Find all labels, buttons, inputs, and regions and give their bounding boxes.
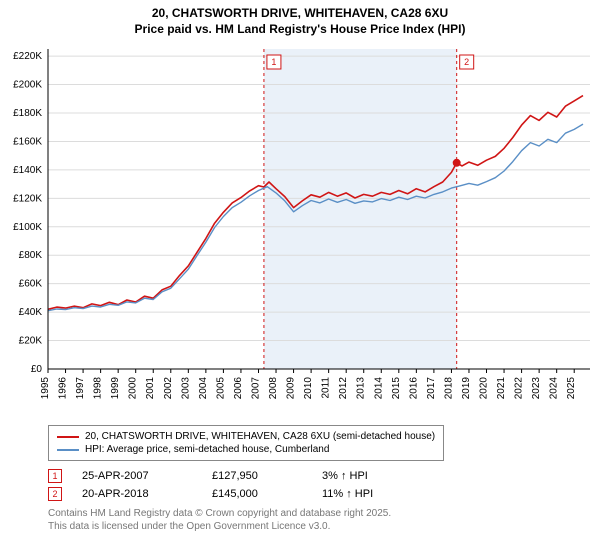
svg-text:2022: 2022 xyxy=(514,377,525,400)
svg-text:2002: 2002 xyxy=(163,377,174,400)
svg-text:1997: 1997 xyxy=(75,377,86,400)
svg-text:1996: 1996 xyxy=(58,377,69,400)
sale-markers-table: 1 25-APR-2007£127,9503% ↑ HPI 2 20-APR-2018… xyxy=(48,469,600,501)
svg-text:2013: 2013 xyxy=(356,377,367,400)
svg-text:2025: 2025 xyxy=(566,377,577,400)
svg-text:2009: 2009 xyxy=(286,377,297,400)
svg-text:1995: 1995 xyxy=(40,377,51,400)
chart-area: £0 £20K £40K £60K £80K £100K £120K £140K £160K £1… xyxy=(0,39,600,419)
svg-text:£140K: £140K xyxy=(13,165,42,176)
svg-text:2010: 2010 xyxy=(303,377,314,400)
svg-text:2020: 2020 xyxy=(479,377,490,400)
marker-pct: 3% ↑ HPI xyxy=(322,470,412,482)
svg-text:£60K: £60K xyxy=(19,279,43,290)
chart-svg: £0 £20K £40K £60K £80K £100K £120K £140K £160K £1… xyxy=(0,39,600,419)
svg-text:2005: 2005 xyxy=(215,377,226,400)
title-line-1: 20, CHATSWORTH DRIVE, WHITEHAVEN, CA28 6… xyxy=(0,6,600,22)
legend-swatch xyxy=(57,449,79,451)
svg-text:£40K: £40K xyxy=(19,307,43,318)
svg-text:2004: 2004 xyxy=(198,377,209,400)
legend-label: HPI: Average price, semi-detached house,… xyxy=(85,444,329,455)
svg-text:2006: 2006 xyxy=(233,377,244,400)
svg-text:2015: 2015 xyxy=(391,377,402,400)
svg-text:2021: 2021 xyxy=(496,377,507,400)
svg-text:1999: 1999 xyxy=(110,377,121,400)
svg-text:2011: 2011 xyxy=(321,377,332,399)
legend-row: HPI: Average price, semi-detached house,… xyxy=(57,443,435,456)
footer-line-2: This data is licensed under the Open Gov… xyxy=(48,520,600,533)
svg-text:1998: 1998 xyxy=(93,377,104,400)
svg-text:2019: 2019 xyxy=(461,377,472,400)
footer-line-1: Contains HM Land Registry data © Crown c… xyxy=(48,507,600,520)
svg-text:£80K: £80K xyxy=(19,250,43,261)
svg-text:2014: 2014 xyxy=(373,377,384,400)
svg-text:2000: 2000 xyxy=(128,377,139,400)
svg-text:2016: 2016 xyxy=(408,377,419,400)
svg-text:£0: £0 xyxy=(31,364,43,375)
svg-text:£20K: £20K xyxy=(19,336,43,347)
svg-text:2003: 2003 xyxy=(180,377,191,400)
svg-text:2007: 2007 xyxy=(250,377,261,400)
svg-text:2018: 2018 xyxy=(443,377,454,400)
legend: 20, CHATSWORTH DRIVE, WHITEHAVEN, CA28 6… xyxy=(48,425,444,461)
svg-text:2017: 2017 xyxy=(426,377,437,400)
svg-text:2001: 2001 xyxy=(145,377,156,400)
marker-pct: 11% ↑ HPI xyxy=(322,488,412,500)
svg-text:2008: 2008 xyxy=(268,377,279,400)
svg-text:£220K: £220K xyxy=(13,51,42,62)
svg-text:2: 2 xyxy=(464,57,469,67)
svg-text:£200K: £200K xyxy=(13,80,42,91)
svg-text:£180K: £180K xyxy=(13,108,42,119)
marker-price: £145,000 xyxy=(212,488,322,500)
legend-row: 20, CHATSWORTH DRIVE, WHITEHAVEN, CA28 6… xyxy=(57,430,435,443)
legend-swatch xyxy=(57,436,79,438)
legend-label: 20, CHATSWORTH DRIVE, WHITEHAVEN, CA28 6… xyxy=(85,431,435,442)
footer-attribution: Contains HM Land Registry data © Crown c… xyxy=(48,507,600,533)
svg-text:2012: 2012 xyxy=(338,377,349,400)
svg-text:£160K: £160K xyxy=(13,137,42,148)
marker-row: 2 20-APR-2018£145,00011% ↑ HPI xyxy=(48,487,600,501)
marker-row: 1 25-APR-2007£127,9503% ↑ HPI xyxy=(48,469,600,483)
marker-date: 20-APR-2018 xyxy=(82,488,212,500)
marker-badge: 1 xyxy=(48,469,62,483)
chart-title-block: 20, CHATSWORTH DRIVE, WHITEHAVEN, CA28 6… xyxy=(0,0,600,39)
svg-text:£100K: £100K xyxy=(13,222,42,233)
svg-text:2023: 2023 xyxy=(531,377,542,400)
marker-badge: 2 xyxy=(48,487,62,501)
marker-date: 25-APR-2007 xyxy=(82,470,212,482)
marker-price: £127,950 xyxy=(212,470,322,482)
svg-text:£120K: £120K xyxy=(13,194,42,205)
svg-text:2024: 2024 xyxy=(549,377,560,400)
title-line-2: Price paid vs. HM Land Registry's House … xyxy=(0,22,600,38)
svg-text:1: 1 xyxy=(271,57,276,67)
